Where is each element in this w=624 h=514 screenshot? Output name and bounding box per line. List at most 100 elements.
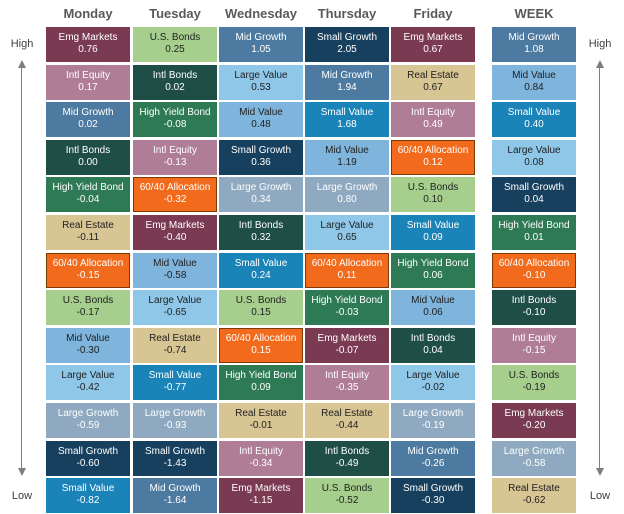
cell-monday-8: U.S. Bonds -0.17 xyxy=(46,290,130,326)
cell-thursday-3: Small Value 1.68 xyxy=(305,102,389,138)
cell-label: Intl Equity xyxy=(325,370,369,382)
cell-thursday-13: U.S. Bonds -0.52 xyxy=(305,478,389,514)
cell-wednesday-4: Small Growth 0.36 xyxy=(219,139,303,175)
cell-monday-2: Intl Equity 0.17 xyxy=(46,64,130,100)
cell-monday-12: Small Growth -0.60 xyxy=(46,440,130,476)
cell-label: Real Estate xyxy=(321,408,373,419)
cell-label: Mid Growth xyxy=(62,107,114,119)
cell-label: Intl Bonds xyxy=(152,69,198,81)
cell-label: Emg Markets xyxy=(504,408,564,419)
cell-label: Large Growth xyxy=(316,182,378,194)
cell-friday-3: Intl Equity 0.49 xyxy=(391,102,475,138)
cell-value: 0.06 xyxy=(423,307,443,319)
axis-arrow-up-right xyxy=(596,60,604,68)
cell-label: 60/40 Allocation xyxy=(225,332,297,344)
cell-value: -0.49 xyxy=(335,457,359,469)
cell-value: 1.94 xyxy=(337,81,357,93)
cell-value: 0.04 xyxy=(524,194,544,206)
cell-label: Large Value xyxy=(234,69,288,81)
cell-value: 0.10 xyxy=(423,194,443,206)
cell-tuesday-1: U.S. Bonds 0.25 xyxy=(133,27,217,62)
cell-label: U.S. Bonds xyxy=(235,295,287,307)
cell-label: Mid Growth xyxy=(321,69,373,81)
cell-week-3: Small Value 0.40 xyxy=(492,102,576,138)
cell-value: 0.84 xyxy=(524,81,544,93)
cell-wednesday-8: U.S. Bonds 0.15 xyxy=(219,290,303,326)
cell-tuesday-11: Large Growth -0.93 xyxy=(133,403,217,438)
cell-label: Small Value xyxy=(148,370,202,382)
cell-value: 0.04 xyxy=(423,344,443,356)
cell-value: -0.44 xyxy=(335,420,359,431)
cell-value: -0.77 xyxy=(163,382,187,394)
cell-tuesday-8: Large Value -0.65 xyxy=(133,290,217,326)
cell-label: Mid Value xyxy=(411,295,455,307)
cell-value: -0.17 xyxy=(76,307,100,319)
axis-bottom-label-left: Low xyxy=(11,490,33,502)
cell-wednesday-7: Small Value 0.24 xyxy=(219,252,303,288)
cell-value: -0.03 xyxy=(335,307,359,319)
cell-label: Real Estate xyxy=(407,69,459,81)
cell-label: Small Value xyxy=(320,107,374,119)
cell-value: 0.09 xyxy=(251,382,271,394)
cell-tuesday-12: Small Growth -1.43 xyxy=(133,440,217,476)
column-header-monday: Monday xyxy=(63,6,113,21)
cell-label: Intl Bonds xyxy=(65,144,111,156)
cell-label: Real Estate xyxy=(508,483,560,495)
cell-friday-6: Small Value 0.09 xyxy=(391,215,475,250)
cell-label: High Yield Bond xyxy=(498,220,570,231)
cell-value: -0.30 xyxy=(421,495,445,507)
axis-line-left xyxy=(21,66,22,470)
column-header-week: WEEK xyxy=(514,6,554,21)
cell-value: 0.32 xyxy=(251,232,271,243)
cell-value: 0.67 xyxy=(423,81,443,93)
cell-value: 0.24 xyxy=(251,269,271,281)
cell-value: -0.13 xyxy=(163,156,187,168)
cell-value: 0.02 xyxy=(78,119,98,131)
cell-label: Large Value xyxy=(320,220,374,231)
cell-friday-8: Mid Value 0.06 xyxy=(391,290,475,326)
cell-label: Large Value xyxy=(406,370,460,382)
cell-value: -0.58 xyxy=(522,457,546,469)
cell-label: Intl Equity xyxy=(66,69,110,81)
cell-label: Large Value xyxy=(148,295,202,307)
cell-value: -1.64 xyxy=(163,495,187,507)
cell-label: 60/40 Allocation xyxy=(139,182,211,194)
cell-thursday-8: High Yield Bond -0.03 xyxy=(305,290,389,326)
cell-label: Large Growth xyxy=(503,445,565,457)
cell-label: Mid Value xyxy=(512,69,556,81)
cell-value: 0.65 xyxy=(337,232,357,243)
cell-value: -0.26 xyxy=(421,457,445,469)
cell-week-5: Small Growth 0.04 xyxy=(492,177,576,213)
cell-thursday-4: Mid Value 1.19 xyxy=(305,139,389,175)
cell-value: -0.02 xyxy=(421,382,445,394)
cell-value: 1.19 xyxy=(337,156,357,168)
cell-value: -0.20 xyxy=(522,420,546,431)
cell-tuesday-13: Mid Growth -1.64 xyxy=(133,478,217,514)
cell-wednesday-3: Mid Value 0.48 xyxy=(219,102,303,138)
cell-thursday-5: Large Growth 0.80 xyxy=(305,177,389,213)
axis-arrow-down-left xyxy=(18,468,26,476)
cell-value: 1.05 xyxy=(251,44,271,55)
cell-value: -0.10 xyxy=(522,269,546,281)
axis-top-label-left: High xyxy=(10,38,34,50)
cell-label: Mid Growth xyxy=(407,445,459,457)
column-header-friday: Friday xyxy=(413,6,453,21)
cell-monday-6: Real Estate -0.11 xyxy=(46,215,130,250)
cell-value: -0.60 xyxy=(76,457,100,469)
cell-label: High Yield Bond xyxy=(139,107,211,119)
cell-tuesday-4: Intl Equity -0.13 xyxy=(133,139,217,175)
cell-label: U.S. Bonds xyxy=(321,483,373,495)
cell-label: Emg Markets xyxy=(58,32,118,43)
cell-monday-11: Large Growth -0.59 xyxy=(46,403,130,438)
cell-label: Intl Equity xyxy=(239,445,283,457)
cell-tuesday-7: Mid Value -0.58 xyxy=(133,252,217,288)
cell-monday-5: High Yield Bond -0.04 xyxy=(46,177,130,213)
cell-value: -0.15 xyxy=(522,344,546,356)
cell-value: 0.12 xyxy=(423,156,443,168)
cell-label: Large Value xyxy=(61,370,115,382)
cell-value: 0.09 xyxy=(423,232,443,243)
cell-value: -0.34 xyxy=(249,457,273,469)
cell-value: -0.15 xyxy=(76,269,100,281)
cell-friday-5: U.S. Bonds 0.10 xyxy=(391,177,475,213)
cell-value: -0.59 xyxy=(76,420,100,431)
